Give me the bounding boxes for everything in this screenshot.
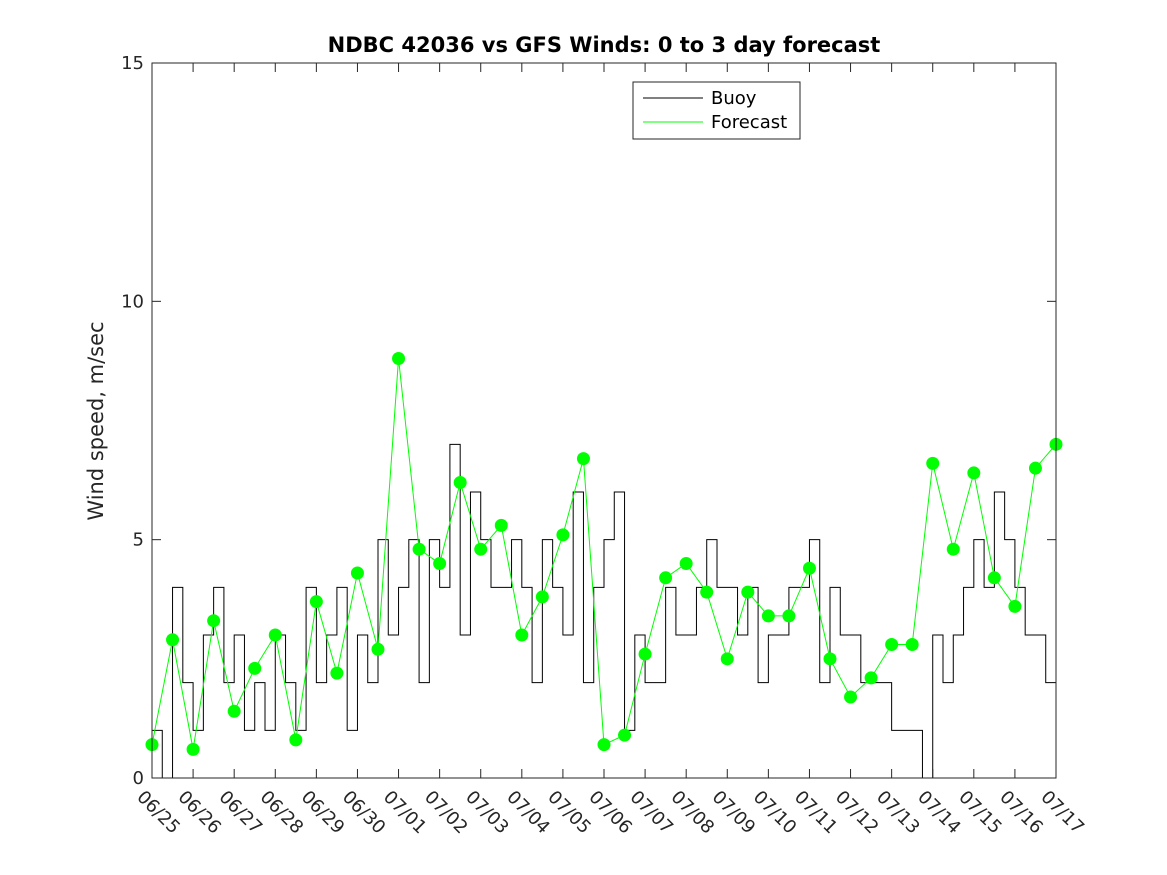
legend: Buoy Forecast [632, 81, 801, 140]
forecast-point [946, 542, 960, 556]
forecast-point [330, 666, 344, 680]
forecast-point [864, 671, 878, 685]
forecast-point [844, 690, 858, 704]
forecast-point [782, 609, 796, 623]
forecast-point [618, 728, 632, 742]
forecast-point [371, 642, 385, 656]
forecast-point [309, 595, 323, 609]
y-tick-label: 5 [133, 530, 144, 551]
chart-title: NDBC 42036 vs GFS Winds: 0 to 3 day fore… [328, 33, 881, 57]
forecast-point [392, 352, 406, 366]
forecast-point [227, 704, 241, 718]
forecast-point [987, 571, 1001, 585]
legend-buoy-label: Buoy [711, 88, 757, 109]
forecast-point [494, 518, 508, 532]
forecast-point [248, 661, 262, 675]
forecast-point [720, 652, 734, 666]
forecast-point [350, 566, 364, 580]
legend-forecast-label: Forecast [711, 112, 787, 133]
forecast-point [576, 452, 590, 466]
forecast-point [823, 652, 837, 666]
forecast-point [453, 475, 467, 489]
forecast-point [967, 466, 981, 480]
forecast-point [741, 585, 755, 599]
forecast-point [207, 614, 221, 628]
forecast-point [515, 628, 529, 642]
y-tick-label: 0 [133, 768, 144, 789]
forecast-point [926, 456, 940, 470]
forecast-point [761, 609, 775, 623]
forecast-point [268, 628, 282, 642]
legend-box [632, 81, 801, 140]
forecast-point [186, 742, 200, 756]
forecast-point [659, 571, 673, 585]
forecast-point [700, 585, 714, 599]
y-tick-label: 10 [121, 291, 144, 312]
forecast-point [289, 733, 303, 747]
forecast-point [166, 633, 180, 647]
forecast-point [1008, 599, 1022, 613]
forecast-point [433, 557, 447, 570]
forecast-point [802, 561, 816, 575]
forecast-point [679, 557, 693, 570]
forecast-point [474, 542, 488, 556]
forecast-point [597, 738, 611, 752]
forecast-point [905, 638, 919, 652]
forecast-point [885, 638, 899, 652]
forecast-point [535, 590, 549, 604]
forecast-point [556, 528, 570, 542]
forecast-point [638, 647, 652, 661]
plot-area [145, 352, 1063, 779]
forecast-point [412, 542, 426, 556]
buoy-series-line [152, 443, 1057, 779]
y-axis-label: Wind speed, m/sec [84, 321, 108, 520]
forecast-point [1028, 461, 1042, 475]
y-tick-label: 15 [121, 53, 144, 74]
